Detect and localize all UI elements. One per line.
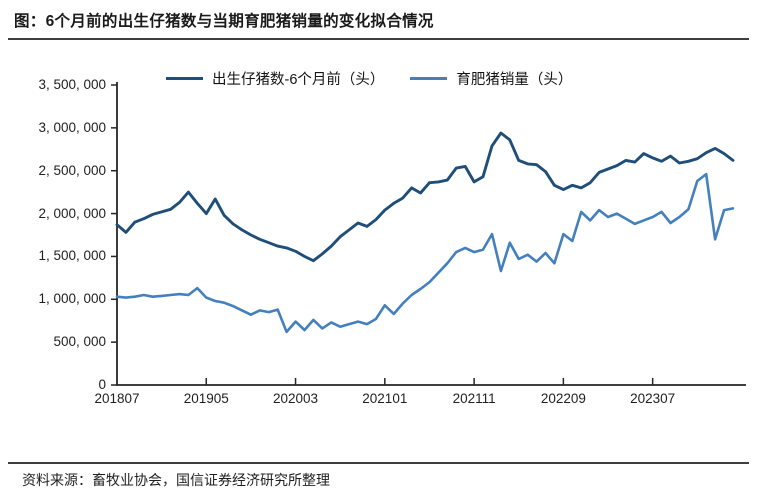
x-tick-label: 202307 (630, 391, 676, 406)
legend-label-piglets: 出生仔猪数-6个月前（头） (212, 72, 385, 88)
x-tick-label: 201807 (94, 391, 140, 406)
x-tick-label: 201905 (183, 391, 229, 406)
y-tick-label: 500, 000 (53, 334, 106, 350)
title-divider (8, 38, 749, 40)
x-tick-label: 202101 (362, 391, 408, 406)
y-tick-label: 0 (98, 377, 106, 392)
legend-item-hog-sales: 育肥猪销量（头） (410, 68, 572, 89)
legend-label-hog-sales: 育肥猪销量（头） (456, 72, 573, 88)
y-tick-label: 1, 000, 000 (38, 291, 106, 307)
legend-item-piglets: 出生仔猪数-6个月前（头） (166, 68, 384, 89)
figure-title: 图：6个月前的出生仔猪数与当期育肥猪销量的变化拟合情况 (14, 13, 434, 30)
y-tick-label: 2, 500, 000 (38, 162, 106, 178)
chart-legend: 出生仔猪数-6个月前（头） 育肥猪销量（头） (166, 68, 572, 89)
source-divider (8, 462, 749, 464)
piglets-line-swatch (166, 76, 203, 81)
source-note: 资料来源：畜牧业协会，国信证券经济研究所整理 (22, 472, 330, 488)
axis-spines (116, 82, 746, 386)
y-tick-label: 1, 500, 000 (38, 248, 106, 264)
y-tick-label: 3, 500, 000 (38, 77, 106, 92)
x-tick-label: 202111 (452, 391, 496, 406)
series-line-1 (115, 131, 735, 263)
y-tick-label: 3, 000, 000 (38, 119, 106, 135)
y-tick-label: 2, 000, 000 (38, 205, 106, 221)
series-line-2 (115, 172, 735, 334)
x-tick-label: 202209 (540, 391, 586, 406)
hog-sales-line-swatch (410, 76, 448, 81)
x-tick-label: 202003 (273, 391, 319, 406)
